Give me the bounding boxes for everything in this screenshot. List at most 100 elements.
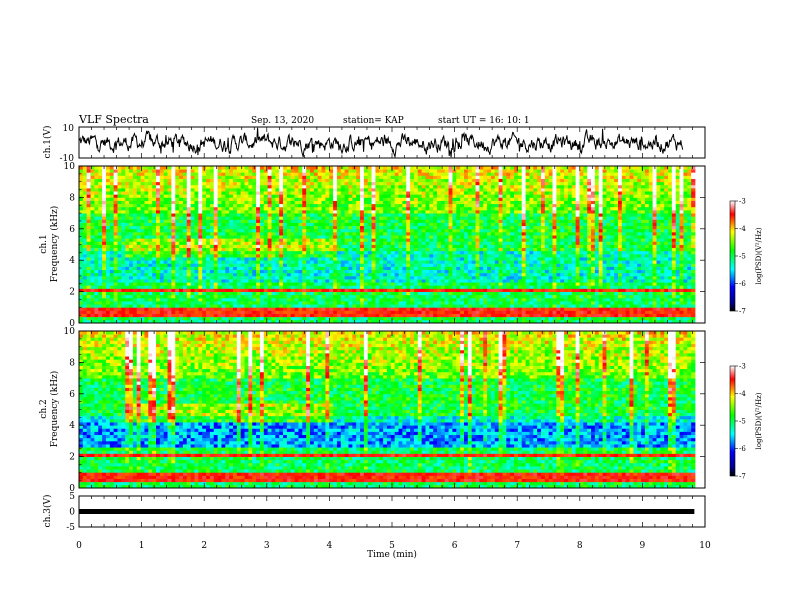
ch1-spectrogram-cell bbox=[402, 297, 407, 302]
ch1-spectrogram-cell bbox=[263, 275, 269, 280]
ch1-spectrogram-cell bbox=[105, 279, 111, 283]
ch1-spectrogram-cell bbox=[348, 310, 353, 314]
ch1-spectrogram-cell bbox=[386, 263, 392, 267]
ch1-spectrogram-cell bbox=[179, 194, 184, 198]
ch1-spectrogram-cell bbox=[437, 175, 442, 179]
ch1-spectrogram-cell bbox=[336, 181, 342, 186]
ch1-spectrogram-cell bbox=[402, 307, 407, 311]
ch1-spectrogram-cell bbox=[90, 219, 95, 223]
ch1-spectrogram-cell bbox=[344, 216, 349, 220]
ch1-spectrogram-cell bbox=[306, 178, 311, 183]
ch1-spectrogram-cell bbox=[86, 285, 91, 289]
ch1-spectrogram-cell bbox=[159, 291, 165, 296]
ch1-spectrogram-cell bbox=[152, 187, 157, 192]
ch1-spectrogram-cell bbox=[244, 297, 249, 302]
ch1-spectrogram-cell bbox=[144, 187, 149, 192]
ch1-spectrogram-cell bbox=[233, 257, 238, 261]
ch1-spectrogram-cell bbox=[437, 263, 442, 267]
ch1-spectrogram-cell bbox=[421, 206, 426, 211]
ch1-spectrogram-cell bbox=[186, 206, 192, 211]
ch1-spectrogram-cell bbox=[233, 172, 238, 176]
ch1-spectrogram-cell bbox=[306, 206, 311, 211]
ch1-spectrogram-cell bbox=[367, 187, 372, 192]
ch1-spectrogram-cell bbox=[233, 184, 238, 189]
ch1-spectrogram-cell bbox=[163, 178, 168, 183]
ch1-spectrogram-cell bbox=[333, 235, 338, 239]
ch1-spectrogram-cell bbox=[132, 260, 138, 264]
ch1-spectrogram-cell bbox=[290, 266, 295, 271]
ch1-spectrogram-cell bbox=[360, 257, 365, 261]
ch1-spectrogram-cell bbox=[283, 238, 288, 242]
ch1-spectrogram-cell bbox=[109, 244, 115, 249]
ch1-spectrogram-cell bbox=[263, 294, 269, 299]
ch1-spectrogram-cell bbox=[290, 184, 295, 189]
ch1-spectrogram-cell bbox=[248, 203, 253, 208]
ch1-spectrogram-cell bbox=[90, 285, 95, 289]
ch1-spectrogram-cell bbox=[425, 275, 430, 280]
ch1-spectrogram-cell bbox=[267, 235, 272, 239]
ch1-spectrogram-cell bbox=[383, 178, 388, 183]
ch1-spectrogram-cell bbox=[410, 304, 415, 308]
ch1-spectrogram-cell bbox=[236, 219, 242, 223]
ch1-spectrogram-cell bbox=[344, 197, 349, 201]
ch1-spectrogram-cell bbox=[421, 263, 426, 267]
ch1-spectrogram-cell bbox=[209, 316, 215, 321]
ch1-spectrogram-cell bbox=[109, 316, 115, 321]
ch1-spectrogram-cell bbox=[159, 181, 165, 186]
ch1-spectrogram-cell bbox=[175, 178, 180, 183]
ch1-spectrogram-cell bbox=[309, 250, 315, 255]
ch1-spectrogram-cell bbox=[206, 304, 211, 308]
ch1-spectrogram-cell bbox=[398, 216, 403, 220]
ch1-spectrogram-cell bbox=[371, 209, 376, 214]
ch1-spectrogram-cell bbox=[244, 272, 249, 277]
ch1-spectrogram-cell bbox=[152, 301, 157, 305]
ch1-spectrogram-cell bbox=[417, 266, 423, 271]
ch1-spectrogram-cell bbox=[267, 238, 272, 242]
ch1-spectrogram-cell bbox=[348, 294, 353, 299]
ch1-spectrogram-cell bbox=[79, 310, 84, 314]
ch1-spectrogram-cell bbox=[313, 266, 319, 271]
ch1-spectrogram-cell bbox=[206, 257, 211, 261]
ch1-spectrogram-cell bbox=[452, 231, 457, 236]
ch1-spectrogram-cell bbox=[344, 304, 349, 308]
ch1-spectrogram-cell bbox=[79, 228, 84, 233]
ch1-spectrogram-cell bbox=[452, 244, 457, 249]
ch1-spectrogram-cell bbox=[194, 253, 199, 258]
ch1-spectrogram-cell bbox=[286, 203, 292, 208]
ch1-spectrogram-cell bbox=[179, 231, 184, 236]
ch1-spectrogram-cell bbox=[132, 209, 138, 214]
ch1-spectrogram-cell bbox=[198, 241, 203, 245]
ch1-spectrogram-cell bbox=[279, 222, 284, 227]
ch1-spectrogram-cell bbox=[413, 166, 419, 170]
ch1-spectrogram-cell bbox=[79, 231, 84, 236]
ch1-spectrogram-cell bbox=[271, 316, 276, 321]
ch1-spectrogram-cell bbox=[410, 175, 415, 179]
ch1-spectrogram-cell bbox=[279, 241, 284, 245]
ch1-spectrogram-cell bbox=[448, 266, 453, 271]
ch1-spectrogram-cell bbox=[156, 291, 161, 296]
ch1-spectrogram-cell bbox=[367, 194, 372, 198]
ch1-spectrogram-cell bbox=[367, 319, 372, 324]
ch1-spectrogram-cell bbox=[348, 178, 353, 183]
ch1-spectrogram-cell bbox=[360, 238, 365, 242]
ch1-spectrogram-cell bbox=[159, 279, 165, 283]
ch1-spectrogram-cell bbox=[79, 269, 84, 274]
ch1-spectrogram-cell bbox=[302, 244, 307, 249]
ch1-spectrogram-cell bbox=[437, 319, 442, 324]
ch1-spectrogram-cell bbox=[390, 172, 396, 176]
ch1-spectrogram-cell bbox=[286, 279, 292, 283]
ch1-spectrogram-cell bbox=[182, 216, 188, 220]
ch1-spectrogram-cell bbox=[252, 266, 257, 271]
ch1-spectrogram-cell bbox=[371, 225, 376, 230]
ch1-spectrogram-cell bbox=[306, 191, 311, 195]
ch1-spectrogram-cell bbox=[344, 272, 349, 277]
ch1-spectrogram-cell bbox=[102, 200, 107, 205]
ch1-spectrogram-cell bbox=[259, 316, 265, 321]
ch1-spectrogram-cell bbox=[225, 310, 230, 314]
ch1-spectrogram-cell bbox=[309, 288, 315, 292]
ch1-spectrogram-cell bbox=[375, 316, 380, 321]
ch1-spectrogram-cell bbox=[179, 181, 184, 186]
ch1-spectrogram-cell bbox=[437, 241, 442, 245]
ch1-spectrogram-cell bbox=[105, 307, 111, 311]
ch1-spectrogram-cell bbox=[194, 206, 199, 211]
